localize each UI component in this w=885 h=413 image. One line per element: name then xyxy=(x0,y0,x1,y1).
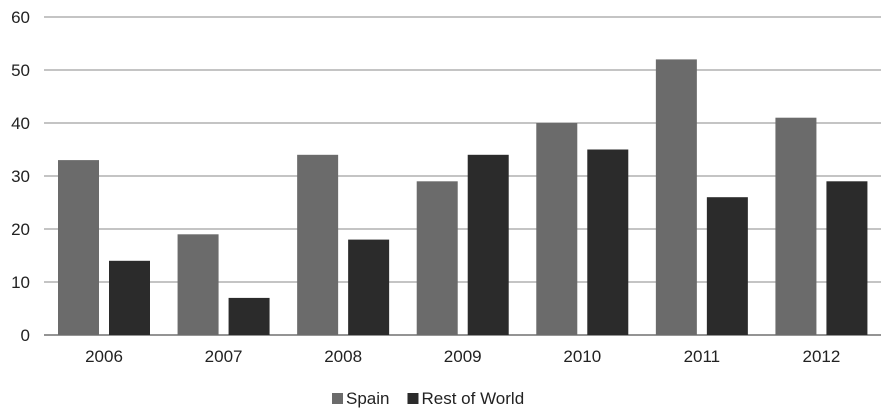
bar-rest-of-world-2007 xyxy=(228,297,270,335)
legend: Spain Rest of World xyxy=(332,389,524,408)
bar-rest-of-world-2011 xyxy=(706,197,748,335)
bar-rest-of-world-2009 xyxy=(467,154,509,335)
x-tick-label: 2011 xyxy=(684,347,721,366)
bar-rest-of-world-2006 xyxy=(109,260,150,335)
x-tick-label: 2007 xyxy=(205,347,243,366)
bar-spain-2009 xyxy=(416,181,458,335)
bars xyxy=(58,59,868,336)
y-tick-label: 10 xyxy=(11,273,30,292)
bar-spain-2012 xyxy=(775,117,817,335)
bar-rest-of-world-2008 xyxy=(348,239,390,335)
bar-rest-of-world-2012 xyxy=(826,181,868,335)
y-axis-tick-labels: 0 10 20 30 40 50 60 xyxy=(11,8,30,345)
y-tick-label: 20 xyxy=(11,220,30,239)
legend-label-rest-of-world: Rest of World xyxy=(421,389,524,408)
y-tick-label: 40 xyxy=(11,114,30,133)
bar-spain-2008 xyxy=(297,154,339,335)
gridlines xyxy=(44,16,881,336)
bar-spain-2010 xyxy=(536,123,578,335)
legend-label-spain: Spain xyxy=(346,389,389,408)
bar-spain-2007 xyxy=(177,234,219,335)
x-tick-label: 2008 xyxy=(324,347,362,366)
legend-swatch-rest-of-world xyxy=(407,393,419,404)
y-tick-label: 0 xyxy=(21,326,30,345)
y-tick-label: 60 xyxy=(11,8,30,27)
bar-spain-2011 xyxy=(655,59,697,336)
x-tick-label: 2010 xyxy=(563,347,601,366)
y-tick-label: 30 xyxy=(11,167,30,186)
x-tick-label: 2012 xyxy=(803,347,841,366)
bar-spain-2006 xyxy=(58,160,99,335)
x-tick-label: 2006 xyxy=(85,347,123,366)
legend-swatch-spain xyxy=(332,393,343,404)
x-tick-label: 2009 xyxy=(444,347,482,366)
x-axis-tick-labels: 2006 2007 2008 2009 2010 2011 2012 xyxy=(85,347,840,366)
y-tick-label: 50 xyxy=(11,61,30,80)
bar-rest-of-world-2010 xyxy=(587,149,629,335)
